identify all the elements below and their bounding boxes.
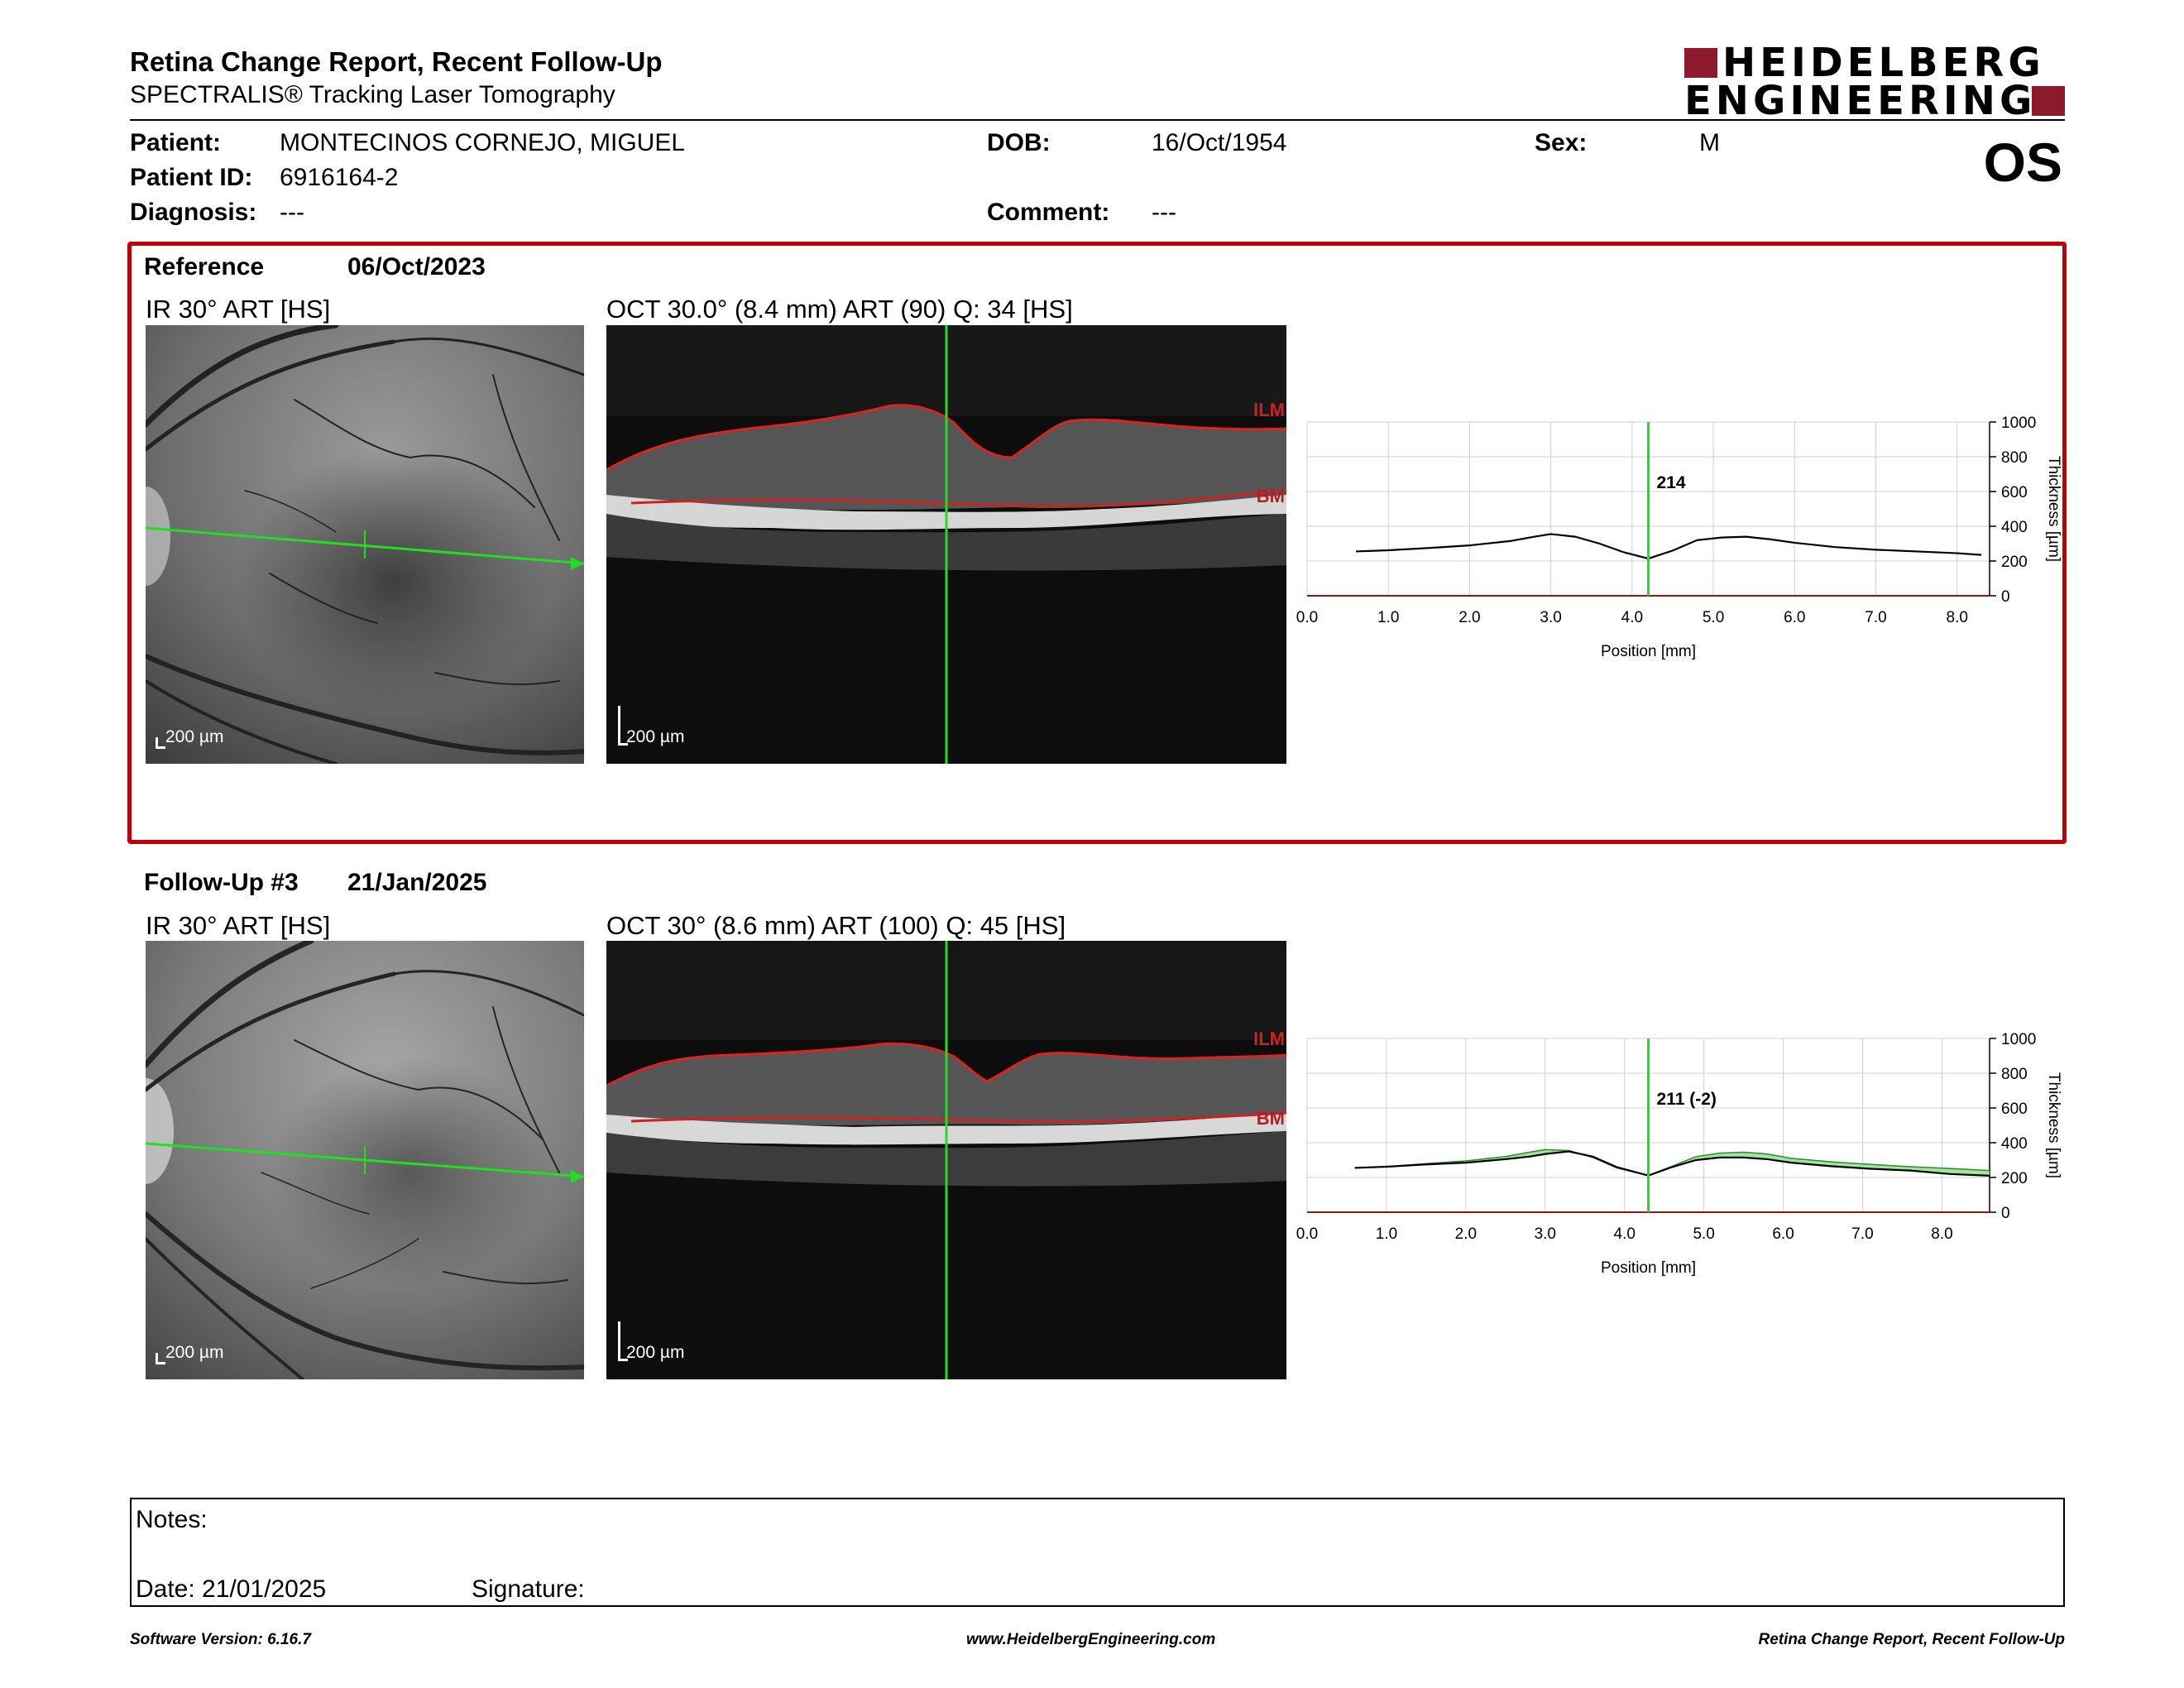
patient-name: MONTECINOS CORNEJO, MIGUEL <box>280 129 686 156</box>
chart0-x-tick-label: 5.0 <box>1703 609 1724 626</box>
chart0-y-tick-label: 400 <box>2001 519 2028 536</box>
chart1-x-tick-label: 3.0 <box>1535 1225 1556 1243</box>
chart1-y-tick-label: 800 <box>2001 1066 2028 1083</box>
reference-label: Reference <box>144 253 265 281</box>
chart0-y-tick-label: 0 <box>2001 588 2010 606</box>
followup-ir-title: IR 30° ART [HS] <box>146 911 331 940</box>
logo-line-2: ENGINEERING <box>1684 78 2037 124</box>
reference-ir-scalebar: 200 µm <box>165 727 224 746</box>
chart0-x-tick-label: 7.0 <box>1865 609 1886 626</box>
reference-date: 06/Oct/2023 <box>347 253 486 281</box>
diagnosis-value: --- <box>280 199 304 226</box>
report-title: Retina Change Report, Recent Follow-Up <box>130 46 663 77</box>
chart1-x-tick-label: 2.0 <box>1455 1225 1477 1243</box>
sex-label: Sex: <box>1535 129 1588 156</box>
chart1-x-tick-label: 0.0 <box>1296 1225 1318 1243</box>
chart1-x-axis-label: Position [mm] <box>1601 1259 1696 1277</box>
followup-oct-scalebar: 200 µm <box>626 1343 685 1362</box>
chart0-y-tick-label: 1000 <box>2001 415 2036 432</box>
header-divider <box>130 119 2065 121</box>
chart0-x-axis-label: Position [mm] <box>1601 643 1696 660</box>
chart0-y-axis-label: Thickness [µm] <box>2045 456 2062 562</box>
chart0-x-tick-label: 2.0 <box>1458 609 1480 626</box>
followup-label: Follow-Up #3 <box>144 869 299 896</box>
chart0-y-tick-label: 800 <box>2001 449 2028 467</box>
followup-oct-bscan: ILM BM 200 µm <box>606 941 1286 1379</box>
chart1-y-tick-label: 600 <box>2001 1101 2028 1118</box>
patient-id-label: Patient ID: <box>130 164 253 191</box>
reference-section-frame <box>127 242 2067 844</box>
dob-label: DOB: <box>987 129 1051 156</box>
patient-label: Patient: <box>130 129 222 156</box>
dob-value: 16/Oct/1954 <box>1152 129 1287 156</box>
reference-oct-scalebar: 200 µm <box>626 727 685 746</box>
sex-value: M <box>1699 129 1720 156</box>
chart1-change-area <box>1354 1149 1990 1176</box>
comment-value: --- <box>1152 199 1176 226</box>
reference-bm-label: BM <box>1257 486 1285 506</box>
eye-indicator: OS <box>1983 132 2062 193</box>
chart0-y-tick-label: 600 <box>2001 484 2028 501</box>
chart1-thickness-series-line <box>1354 1150 1990 1177</box>
chart1-x-tick-label: 4.0 <box>1614 1225 1636 1243</box>
chart0-x-tick-label: 3.0 <box>1540 609 1561 626</box>
chart1-x-tick-label: 6.0 <box>1772 1225 1794 1243</box>
chart1-x-tick-label: 8.0 <box>1931 1225 1952 1243</box>
chart1-y-tick-label: 200 <box>2001 1170 2028 1187</box>
chart1-y-tick-label: 1000 <box>2001 1031 2036 1048</box>
notes-label: Notes: <box>136 1506 208 1533</box>
chart1-y-tick-label: 400 <box>2001 1135 2028 1153</box>
footer-website-link[interactable]: www.HeidelbergEngineering.com <box>966 1631 1216 1648</box>
chart1-cursor-value-label: 211 (-2) <box>1657 1090 1717 1109</box>
followup-ilm-label: ILM <box>1253 1029 1285 1049</box>
chart0-x-tick-label: 1.0 <box>1377 609 1399 626</box>
followup-ir-scalebar: 200 µm <box>165 1343 224 1362</box>
heidelberg-logo: HEIDELBERG ENGINEERING <box>1684 40 2065 124</box>
footer-software-version: Software Version: 6.16.7 <box>130 1631 311 1648</box>
notes-box <box>130 1498 2065 1607</box>
chart1-x-tick-label: 1.0 <box>1376 1225 1397 1243</box>
chart0-y-tick-label: 200 <box>2001 554 2028 571</box>
followup-bm-label: BM <box>1257 1108 1285 1129</box>
reference-ir-title: IR 30° ART [HS] <box>146 295 331 324</box>
reference-ilm-label: ILM <box>1253 400 1285 420</box>
reference-oct-title: OCT 30.0° (8.4 mm) ART (90) Q: 34 [HS] <box>606 295 1073 324</box>
diagnosis-label: Diagnosis: <box>130 199 257 226</box>
signature-label: Signature: <box>472 1575 585 1603</box>
chart0-x-tick-label: 0.0 <box>1296 609 1318 626</box>
notes-date: Date: 21/01/2025 <box>136 1575 327 1603</box>
chart0-x-tick-label: 8.0 <box>1947 609 1968 626</box>
logo-line-1: HEIDELBERG <box>1722 40 2045 86</box>
reference-thickness-chart: 0 200 400 600 800 1000 0.0 1.0 2.0 3.0 4.0 5.0 6.0 7.… <box>1296 415 2062 660</box>
reference-ir-fundus-image: 200 µm <box>146 325 584 764</box>
chart1-y-axis-label: Thickness [µm] <box>2045 1072 2062 1178</box>
patient-id: 6916164-2 <box>280 164 399 191</box>
followup-ir-fundus-image: 200 µm <box>146 941 584 1379</box>
followup-date: 21/Jan/2025 <box>347 869 487 896</box>
followup-thickness-chart: 0 200 400 600 800 1000 0.0 1.0 2.0 3.0 4.0 5.0 6.0 7.… <box>1296 1031 2062 1277</box>
chart0-thickness-series-line <box>1355 533 1982 560</box>
chart1-x-tick-label: 7.0 <box>1851 1225 1873 1243</box>
chart1-x-tick-label: 5.0 <box>1693 1225 1714 1243</box>
chart0-x-tick-label: 4.0 <box>1621 609 1643 626</box>
chart1-y-tick-label: 0 <box>2001 1205 2010 1222</box>
footer-report-name: Retina Change Report, Recent Follow-Up <box>1758 1631 2065 1648</box>
comment-label: Comment: <box>987 199 1110 226</box>
chart0-cursor-value-label: 214 <box>1657 473 1686 492</box>
reference-oct-bscan: ILM BM 200 µm <box>606 325 1286 764</box>
followup-oct-title: OCT 30° (8.6 mm) ART (100) Q: 45 [HS] <box>606 911 1066 940</box>
report-subtitle: SPECTRALIS® Tracking Laser Tomography <box>130 81 615 108</box>
chart0-x-tick-label: 6.0 <box>1784 609 1805 626</box>
